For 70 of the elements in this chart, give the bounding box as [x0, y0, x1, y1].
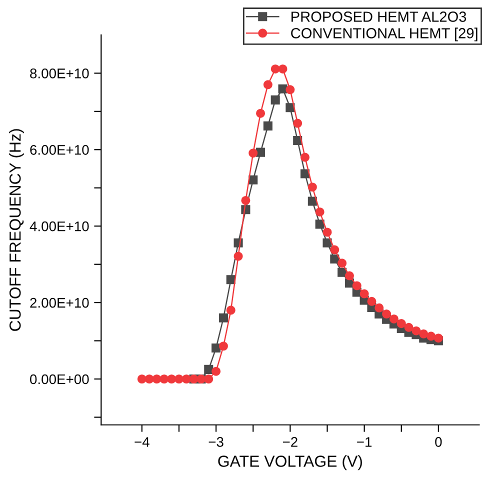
point — [382, 310, 392, 319]
point — [270, 95, 280, 104]
y-tick-label: 2.00E+10 — [30, 298, 89, 308]
point — [360, 289, 369, 298]
point — [300, 169, 310, 178]
point — [308, 182, 317, 192]
x-tick-label: −2 — [282, 437, 298, 447]
point — [263, 121, 272, 130]
point — [374, 303, 384, 312]
point — [212, 344, 221, 353]
y-tick-label: 6.00E+10 — [30, 144, 89, 155]
point — [322, 238, 332, 248]
point — [338, 258, 347, 268]
point — [204, 364, 214, 374]
y-axis-title: CUTOFF FREQUENCY (Hz) — [9, 129, 24, 331]
point — [367, 296, 376, 306]
legend-label: PROPOSED HEMT AL2O3 — [292, 12, 466, 22]
x-axis-title: GATE VOLTAGE (V) — [218, 455, 362, 470]
point — [293, 136, 302, 145]
x-tick-label: −4 — [134, 437, 150, 447]
point — [352, 281, 362, 290]
point — [293, 118, 302, 128]
point — [322, 228, 332, 237]
point — [182, 374, 191, 384]
legend-label: CONVENTIONAL HEMT [29] — [291, 28, 478, 42]
point — [434, 334, 443, 343]
y-tick-label: 4.00E+10 — [30, 221, 89, 232]
y-tick-label: 0.00E+00 — [30, 374, 89, 384]
x-tick-label: −1 — [357, 437, 372, 447]
point — [234, 252, 243, 261]
point — [204, 374, 214, 384]
point — [144, 374, 154, 384]
point — [241, 196, 250, 205]
point — [412, 326, 421, 336]
point — [270, 64, 280, 74]
point — [226, 275, 236, 284]
point — [174, 374, 184, 384]
x-tick-label: 0 — [435, 437, 442, 447]
point — [300, 152, 310, 162]
point — [330, 245, 340, 254]
point — [167, 374, 176, 384]
point — [278, 84, 288, 94]
point — [338, 268, 347, 277]
point — [396, 319, 406, 328]
x-tick-label: −3 — [208, 437, 224, 447]
point — [256, 108, 266, 118]
point — [248, 148, 258, 158]
point — [315, 207, 324, 216]
point — [308, 196, 317, 206]
point — [426, 332, 436, 341]
point — [278, 64, 288, 74]
point — [344, 271, 354, 280]
point — [315, 220, 324, 229]
point — [212, 366, 221, 376]
point — [218, 342, 228, 351]
point — [404, 322, 414, 332]
point — [286, 85, 295, 94]
point — [248, 175, 258, 184]
point — [218, 313, 228, 322]
point — [226, 306, 236, 315]
point — [389, 314, 398, 324]
point — [160, 374, 169, 384]
y-tick-label: 8.00E+10 — [30, 68, 89, 78]
point — [263, 80, 272, 90]
point — [286, 103, 295, 112]
point — [419, 329, 428, 338]
point — [330, 254, 340, 264]
point — [152, 374, 162, 384]
point — [137, 374, 146, 384]
point — [256, 148, 266, 157]
